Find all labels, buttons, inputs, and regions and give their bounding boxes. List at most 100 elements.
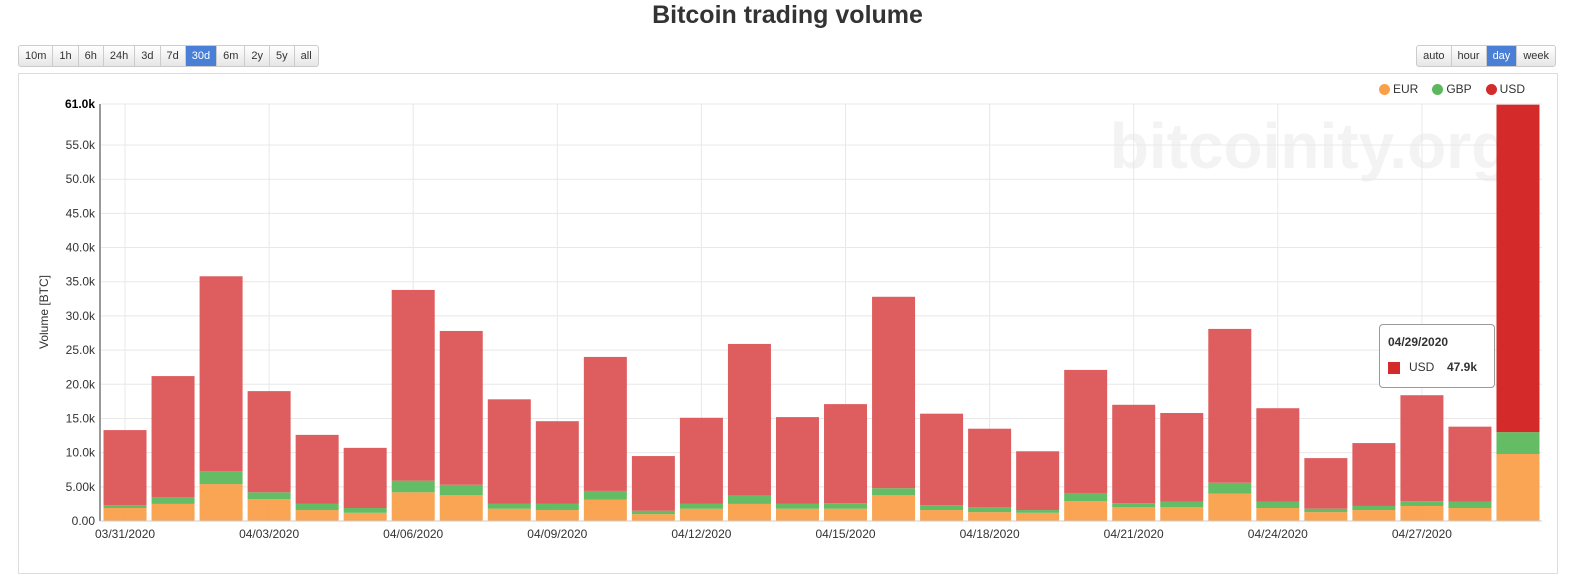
tooltip-date: 04/29/2020: [1388, 335, 1449, 349]
bar-gbp-04/21/2020: [1112, 503, 1156, 508]
y-tick-label: 50.0k: [66, 172, 96, 186]
bar-usd-04/13/2020: [727, 343, 771, 496]
bar-usd-04/29/2020: [1496, 104, 1540, 433]
bar-gbp-04/16/2020: [872, 488, 916, 496]
legend-item-usd[interactable]: USD: [1485, 82, 1525, 96]
ranges-button-1h[interactable]: 1h: [53, 46, 79, 66]
bar-gbp-04/05/2020: [343, 508, 387, 513]
bar-usd-03/31/2020: [103, 430, 147, 506]
bar-eur-04/19/2020: [1016, 512, 1060, 521]
bar-usd-04/01/2020: [151, 376, 195, 498]
x-tick-label: 04/03/2020: [239, 527, 299, 541]
bar-usd-04/02/2020: [199, 276, 243, 472]
tooltip-value: 47.9k: [1447, 360, 1478, 374]
legend-item-eur[interactable]: EUR: [1378, 82, 1418, 96]
bar-usd-04/22/2020: [1160, 412, 1204, 502]
ranges-button-24h[interactable]: 24h: [104, 46, 136, 66]
bar-usd-04/17/2020: [920, 413, 964, 506]
bar-gbp-03/31/2020: [103, 505, 147, 509]
y-tick-label: 15.0k: [66, 411, 96, 425]
bar-gbp-04/03/2020: [247, 492, 291, 500]
bar-gbp-04/15/2020: [824, 503, 868, 509]
granularity-button-day[interactable]: day: [1486, 46, 1518, 66]
bar-eur-04/21/2020: [1112, 507, 1156, 521]
bar-usd-04/27/2020: [1400, 395, 1444, 502]
x-tick-label: 04/24/2020: [1248, 527, 1308, 541]
bar-gbp-04/12/2020: [679, 503, 723, 509]
bar-eur-04/27/2020: [1400, 505, 1444, 521]
bar-usd-04/12/2020: [679, 417, 723, 504]
y-tick-label: 61.0k: [65, 97, 95, 111]
granularity-button-hour[interactable]: hour: [1452, 46, 1487, 66]
bar-eur-04/20/2020: [1064, 501, 1108, 521]
ranges-button-6m[interactable]: 6m: [217, 46, 246, 66]
bar-usd-04/19/2020: [1016, 451, 1060, 511]
bar-usd-04/08/2020: [487, 399, 531, 504]
bar-usd-04/07/2020: [439, 330, 483, 485]
bar-eur-04/16/2020: [872, 495, 916, 521]
time-range-buttons: 10m 1h 6h 24h 3d 7d 30d 6m 2y 5y all: [18, 45, 319, 67]
bar-usd-04/09/2020: [535, 421, 579, 504]
bar-gbp-04/01/2020: [151, 497, 195, 504]
x-tick-label: 04/18/2020: [960, 527, 1020, 541]
bar-gbp-04/20/2020: [1064, 492, 1108, 502]
y-tick-label: 35.0k: [66, 275, 96, 289]
bar-gbp-04/14/2020: [775, 503, 819, 509]
bar-gbp-04/17/2020: [920, 505, 964, 511]
bar-gbp-04/24/2020: [1256, 501, 1300, 509]
legend-dot-icon: [1378, 83, 1390, 95]
bar-gbp-04/27/2020: [1400, 501, 1444, 506]
bar-eur-04/07/2020: [439, 495, 483, 521]
bar-eur-04/26/2020: [1352, 510, 1396, 521]
bar-usd-04/11/2020: [631, 456, 675, 511]
x-tick-label: 04/27/2020: [1392, 527, 1452, 541]
ranges-button-7d[interactable]: 7d: [161, 46, 186, 66]
bar-eur-04/17/2020: [920, 510, 964, 521]
granularity-button-auto[interactable]: auto: [1417, 46, 1452, 66]
legend-dot-icon: [1485, 83, 1497, 95]
watermark: bitcoinity.org: [1110, 110, 1511, 182]
y-tick-label: 10.0k: [66, 446, 96, 460]
bar-eur-04/10/2020: [583, 499, 627, 521]
legend-item-gbp[interactable]: GBP: [1432, 82, 1472, 96]
bar-eur-04/12/2020: [679, 508, 723, 521]
ranges-button-all[interactable]: all: [300, 50, 312, 62]
bar-gbp-04/10/2020: [583, 490, 627, 500]
bar-eur-04/11/2020: [631, 514, 675, 521]
ranges-button-30d[interactable]: 30d: [185, 46, 218, 66]
bar-eur-04/24/2020: [1256, 508, 1300, 521]
bar-usd-04/03/2020: [247, 391, 291, 493]
ranges-button-5y[interactable]: 5y: [270, 46, 295, 66]
y-tick-label: 45.0k: [66, 206, 96, 220]
y-tick-label: 20.0k: [66, 377, 96, 391]
bar-eur-04/13/2020: [727, 503, 771, 521]
x-tick-label: 04/12/2020: [671, 527, 731, 541]
bar-usd-04/26/2020: [1352, 443, 1396, 506]
ranges-button-10m[interactable]: 10m: [19, 46, 54, 66]
bar-gbp-04/08/2020: [487, 503, 531, 509]
bar-usd-04/10/2020: [583, 356, 627, 491]
bar-gbp-04/04/2020: [295, 503, 339, 511]
bar-eur-04/18/2020: [968, 512, 1012, 521]
ranges-button-3d[interactable]: 3d: [135, 46, 161, 66]
bar-gbp-04/06/2020: [391, 480, 435, 493]
bar-usd-04/23/2020: [1208, 328, 1252, 483]
granularity-button-week[interactable]: week: [1523, 50, 1549, 62]
chart-title: Bitcoin trading volume: [652, 1, 923, 29]
y-axis-label: Volume [BTC]: [37, 275, 51, 349]
y-tick-label: 5.00k: [66, 480, 96, 494]
bar-eur-04/28/2020: [1448, 508, 1492, 521]
x-tick-label: 04/21/2020: [1104, 527, 1164, 541]
bar-gbp-04/02/2020: [199, 471, 243, 485]
bar-eur-04/01/2020: [151, 503, 195, 521]
bar-gbp-04/11/2020: [631, 510, 675, 515]
bar-eur-04/09/2020: [535, 510, 579, 521]
bar-usd-04/18/2020: [968, 428, 1012, 508]
ranges-button-6h[interactable]: 6h: [79, 46, 104, 66]
bar-usd-04/28/2020: [1448, 426, 1492, 502]
bar-usd-04/05/2020: [343, 447, 387, 509]
x-tick-label: 04/15/2020: [815, 527, 875, 541]
y-tick-label: 40.0k: [66, 241, 96, 255]
ranges-button-2y[interactable]: 2y: [245, 46, 271, 66]
